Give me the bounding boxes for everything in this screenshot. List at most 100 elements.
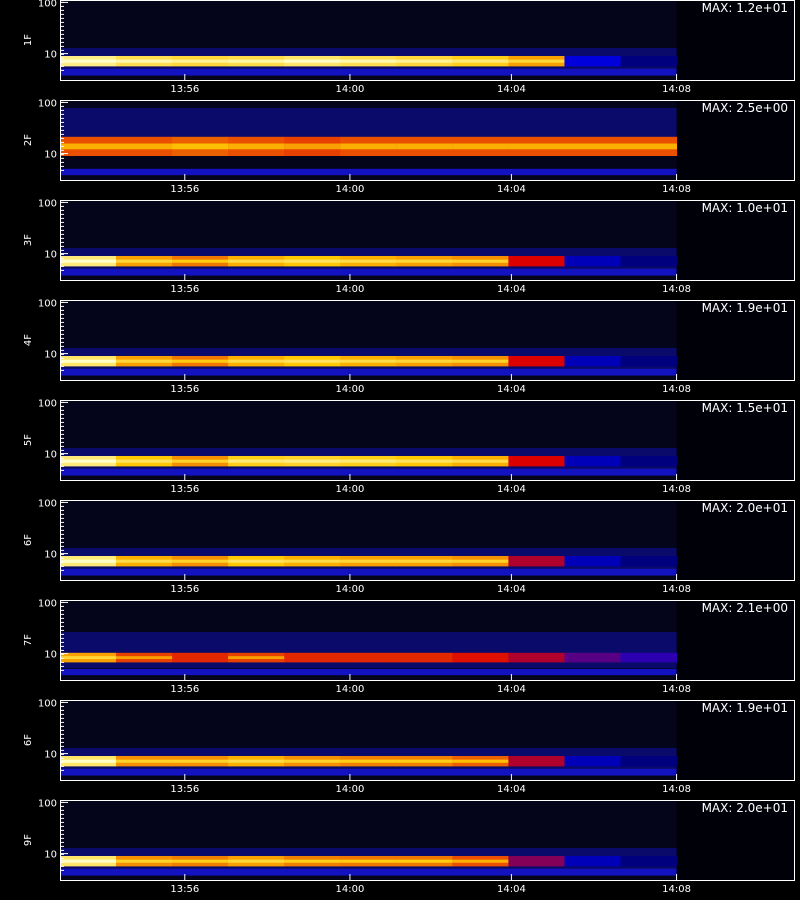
intensity-core: [228, 656, 285, 660]
intensity-cell: [620, 756, 678, 767]
y-tick-label: 10: [44, 450, 57, 461]
max-label: MAX: 1.0e+01: [702, 201, 788, 215]
intensity-cell: [564, 556, 622, 567]
x-tick-label: 14:04: [497, 384, 526, 395]
intensity-core: [60, 259, 117, 263]
intensity-core: [452, 459, 509, 463]
y-tick-label: 10: [44, 750, 57, 761]
intensity-core: [284, 459, 341, 463]
band-low: [60, 168, 677, 176]
intensity-core: [172, 859, 229, 863]
y-tick-label: 10: [44, 150, 57, 161]
spectrogram-panel: 100 10 13:56 14:00 14:04 14:08 3F MAX: 1.0e+01: [0, 198, 800, 300]
spectrogram-panel: 100 10 13:56 14:00 14:04 14:08 7F MAX: 2.1e+00: [0, 598, 800, 700]
intensity-core: [172, 759, 229, 763]
intensity-core: [228, 459, 285, 463]
x-tick-label: 14:00: [336, 384, 365, 395]
y-tick-label: 10: [44, 350, 57, 361]
x-tick-label: 13:56: [170, 184, 199, 195]
intensity-core: [172, 559, 229, 563]
y-axis-label: 5F: [23, 434, 34, 446]
intensity-core: [60, 459, 117, 463]
y-tick-label: 100: [38, 298, 57, 309]
y-axis-label: 6F: [23, 734, 34, 746]
max-label: MAX: 2.5e+00: [702, 101, 788, 115]
intensity-core: [396, 459, 453, 463]
band-low: [60, 468, 677, 476]
spectrogram-panel: 100 10 13:56 14:00 14:04 14:08 2F MAX: 2.5e+00: [0, 98, 800, 200]
x-tick-label: 14:08: [662, 784, 691, 795]
band-low: [60, 768, 677, 776]
intensity-cell: [564, 652, 622, 663]
plot-frame: [60, 500, 795, 581]
intensity-core: [396, 859, 453, 863]
spectrogram-panel: 100 10 13:56 14:00 14:04 14:08 6F MAX: 2.0e+01: [0, 498, 800, 600]
intensity-core: [396, 143, 453, 150]
intensity-core: [564, 143, 622, 150]
x-tick-label: 14:00: [336, 884, 365, 895]
x-tick-label: 14:04: [497, 84, 526, 95]
x-tick-label: 14:04: [497, 684, 526, 695]
intensity-core: [116, 656, 173, 660]
x-tick-label: 14:00: [336, 584, 365, 595]
x-tick-label: 14:08: [662, 84, 691, 95]
max-label: MAX: 2.1e+00: [702, 601, 788, 615]
y-axis-label: 3F: [23, 234, 34, 246]
plot-frame: [60, 700, 795, 781]
intensity-core: [60, 59, 117, 63]
intensity-core: [508, 143, 565, 150]
intensity-core: [508, 59, 565, 63]
intensity-core: [284, 359, 341, 363]
intensity-core: [284, 59, 341, 63]
intensity-core: [396, 59, 453, 63]
intensity-cell: [508, 856, 565, 867]
intensity-core: [284, 559, 341, 563]
x-tick-label: 14:00: [336, 484, 365, 495]
y-tick-label: 10: [44, 650, 57, 661]
intensity-cell: [564, 456, 622, 467]
max-label: MAX: 2.0e+01: [702, 801, 788, 815]
intensity-core: [116, 259, 173, 263]
intensity-core: [396, 759, 453, 763]
y-tick-label: 10: [44, 550, 57, 561]
intensity-core: [340, 759, 397, 763]
intensity-core: [60, 359, 117, 363]
spectrogram-svg: 100 10 13:56 14:00 14:04 14:08 9F MAX: 2.0e+01: [23, 798, 795, 895]
intensity-cell: [396, 652, 453, 663]
intensity-core: [284, 143, 341, 150]
band-low: [60, 868, 677, 876]
intensity-core: [452, 859, 509, 863]
x-tick-label: 13:56: [170, 484, 199, 495]
band-low: [60, 68, 677, 76]
intensity-core: [228, 859, 285, 863]
intensity-cell: [172, 652, 229, 663]
y-tick-label: 100: [38, 798, 57, 809]
intensity-core: [116, 559, 173, 563]
intensity-core: [396, 559, 453, 563]
x-tick-label: 14:08: [662, 584, 691, 595]
intensity-core: [228, 759, 285, 763]
y-axis-label: 7F: [23, 634, 34, 646]
intensity-cell: [452, 652, 509, 663]
intensity-cell: [564, 356, 622, 367]
y-tick-label: 100: [38, 98, 57, 109]
x-tick-label: 14:08: [662, 484, 691, 495]
max-label: MAX: 2.0e+01: [702, 501, 788, 515]
spectrogram-svg: 100 10 13:56 14:00 14:04 14:08 4F MAX: 1.9e+01: [23, 298, 795, 395]
spectrogram-panel: 100 10 13:56 14:00 14:04 14:08 1F MAX: 1.2e+01: [0, 0, 800, 100]
y-tick-label: 100: [38, 398, 57, 409]
intensity-core: [60, 559, 117, 563]
max-label: MAX: 1.9e+01: [702, 701, 788, 715]
intensity-core: [340, 259, 397, 263]
intensity-core: [228, 359, 285, 363]
y-tick-label: 100: [38, 0, 57, 9]
x-tick-label: 14:04: [497, 284, 526, 295]
max-label: MAX: 1.5e+01: [702, 401, 788, 415]
intensity-core: [228, 143, 285, 150]
intensity-core: [60, 759, 117, 763]
intensity-core: [340, 459, 397, 463]
spectrogram-svg: 100 10 13:56 14:00 14:04 14:08 7F MAX: 2.1e+00: [23, 598, 795, 695]
intensity-cell: [620, 256, 678, 267]
x-tick-label: 13:56: [170, 684, 199, 695]
intensity-core: [116, 459, 173, 463]
